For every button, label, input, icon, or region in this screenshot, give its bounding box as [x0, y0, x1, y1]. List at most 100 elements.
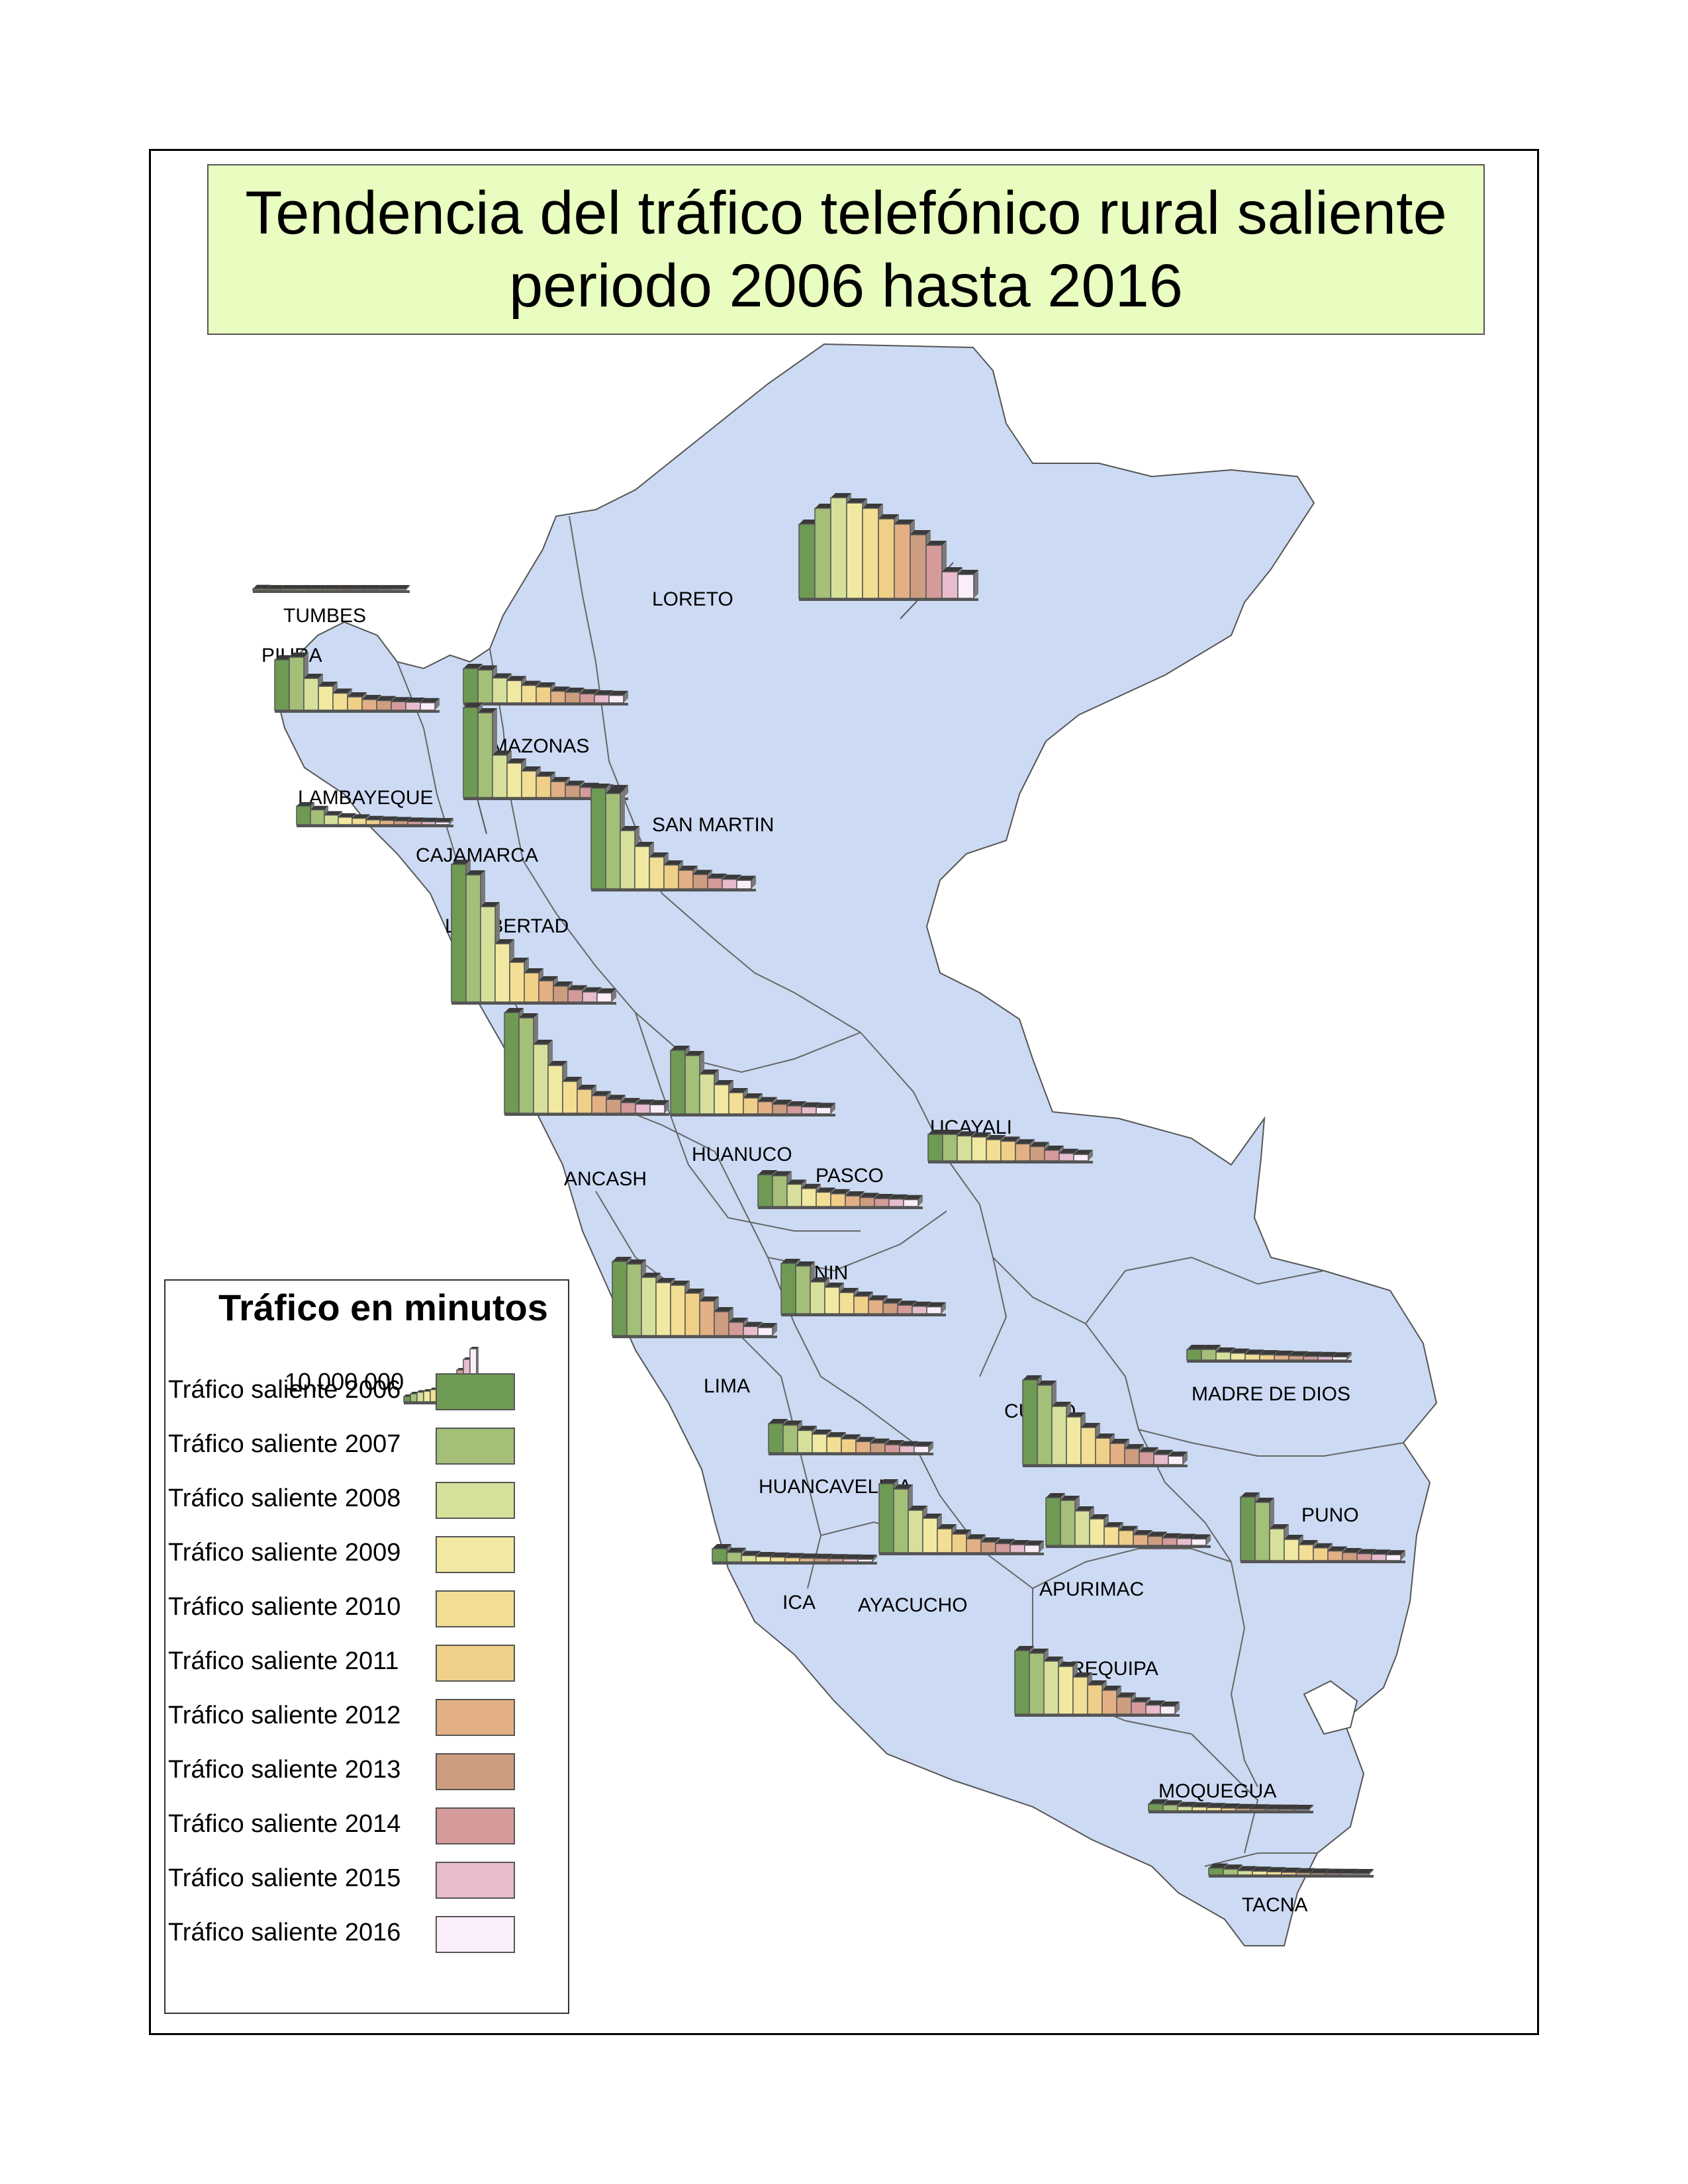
bar-top: [606, 1095, 626, 1100]
bar-top: [539, 976, 558, 981]
bar-top: [858, 1555, 877, 1559]
bar-2011: [1095, 1437, 1111, 1465]
bar-top: [377, 696, 396, 701]
bar-2011: [1259, 1354, 1275, 1361]
bar-2006: [252, 588, 267, 591]
bar-top: [942, 567, 962, 572]
bar-2006: [1208, 1867, 1224, 1876]
mini-chart-base: [769, 1453, 933, 1455]
bar-2016: [1160, 1706, 1176, 1715]
bar-top: [758, 1323, 777, 1328]
bar-2011: [536, 686, 551, 704]
map-title-line-2: periodo 2006 hasta 2016: [509, 252, 1183, 320]
bar-side: [1206, 1534, 1211, 1545]
bar-2011: [1313, 1547, 1329, 1561]
bar-2015: [594, 694, 610, 704]
bar-top: [769, 1419, 788, 1424]
bar-top: [606, 789, 625, 794]
bar-2014: [1131, 1701, 1147, 1715]
bar-top: [466, 870, 485, 875]
mini-chart-base: [1149, 1811, 1313, 1813]
bar-top: [267, 585, 285, 589]
bar-top: [829, 1554, 848, 1559]
bar-top: [952, 1529, 971, 1534]
bar-top: [1274, 1350, 1293, 1355]
bar-top: [841, 1434, 861, 1439]
bar-2012: [1235, 1808, 1251, 1811]
bar-top: [910, 530, 931, 535]
bar-2015: [941, 571, 959, 599]
bar-top: [1125, 1444, 1144, 1449]
lake-titicaca: [1303, 1680, 1358, 1735]
bar-2013: [606, 1099, 622, 1114]
bar-top: [727, 1547, 746, 1553]
bar-top: [577, 1085, 596, 1089]
bar-2013: [1288, 1355, 1304, 1361]
bar-top: [966, 1534, 986, 1539]
legend-swatch: [436, 1428, 515, 1465]
legend-item-label: Tráfico saliente 2009: [168, 1539, 401, 1567]
bar-2008: [303, 678, 319, 711]
legend-swatch: [436, 1645, 515, 1682]
bar-2010: [1266, 1871, 1282, 1876]
bar-2013: [1124, 1448, 1140, 1465]
bar-top: [463, 703, 483, 707]
bar-2008: [492, 754, 508, 798]
bar-top: [510, 958, 529, 962]
bar-2012: [699, 1300, 715, 1336]
bar-top: [1282, 1868, 1301, 1872]
bar-top: [1270, 1524, 1289, 1529]
bar-top: [495, 939, 514, 944]
mini-chart-base: [504, 1113, 669, 1116]
bar-top: [565, 688, 585, 692]
bar-2009: [506, 680, 522, 704]
bar-2013: [393, 820, 408, 825]
bar-side: [1039, 1540, 1044, 1553]
bar-top: [847, 498, 867, 503]
bar-top: [1311, 1868, 1330, 1874]
mini-chart-base: [799, 598, 978, 601]
bar-2008: [830, 497, 847, 599]
bar-top: [714, 1307, 733, 1312]
bar-top: [1133, 1530, 1152, 1535]
bar-top: [787, 1101, 806, 1106]
bar-side: [941, 1302, 946, 1314]
bar-2006: [927, 1134, 943, 1161]
bar-top: [592, 1091, 611, 1096]
bar-top: [406, 698, 425, 702]
bar-2011: [577, 1089, 592, 1114]
bar-2010: [308, 588, 323, 591]
bar-top: [883, 1298, 902, 1303]
bar-2015: [1339, 1873, 1355, 1876]
bar-top: [714, 1080, 733, 1085]
bar-2012: [550, 690, 566, 704]
bar-2015: [1317, 1356, 1333, 1361]
bar-2014: [1303, 1355, 1319, 1361]
bar-top: [391, 697, 410, 702]
bar-2006: [590, 788, 606, 889]
bar-top: [812, 1430, 831, 1434]
bar-2013: [814, 1558, 829, 1563]
mini-chart-arequipa: [1014, 1646, 1180, 1717]
mini-chart-san-martin: [590, 784, 756, 891]
bar-2013: [565, 692, 581, 704]
bar-side: [612, 988, 616, 1002]
bar-2008: [1177, 1805, 1193, 1811]
bar-2014: [707, 878, 723, 889]
bar-top: [1284, 1535, 1303, 1539]
bar-2012: [855, 1441, 871, 1453]
bar-2006: [1240, 1496, 1256, 1561]
bar-top: [1221, 1803, 1241, 1808]
mini-chart-lambayeque: [296, 802, 453, 827]
bar-top: [685, 1289, 704, 1293]
bar-2008: [1269, 1528, 1285, 1561]
bar-2011: [1000, 1140, 1016, 1161]
bar-2015: [1279, 1809, 1295, 1811]
mini-chart-base: [451, 1002, 616, 1005]
bar-side: [1369, 1869, 1374, 1875]
bar-top: [1149, 1799, 1168, 1804]
mini-chart-loreto: [798, 493, 978, 601]
bar-top: [943, 1130, 962, 1134]
bar-2012: [1015, 1143, 1031, 1161]
